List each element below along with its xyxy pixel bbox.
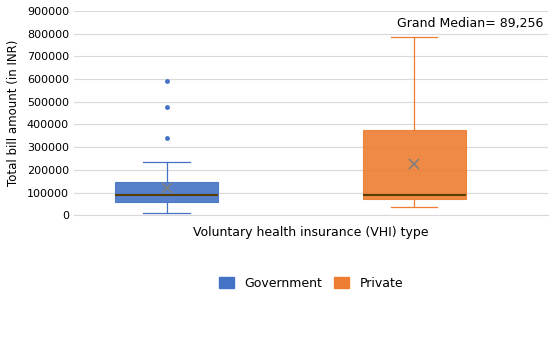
Text: Grand Median= 89,256: Grand Median= 89,256 xyxy=(397,17,543,30)
Bar xyxy=(362,130,466,199)
Y-axis label: Total bill amount (in INR): Total bill amount (in INR) xyxy=(7,40,20,186)
X-axis label: Voluntary health insurance (VHI) type: Voluntary health insurance (VHI) type xyxy=(193,226,428,239)
Legend: Government, Private: Government, Private xyxy=(214,272,408,295)
Bar xyxy=(115,182,218,202)
